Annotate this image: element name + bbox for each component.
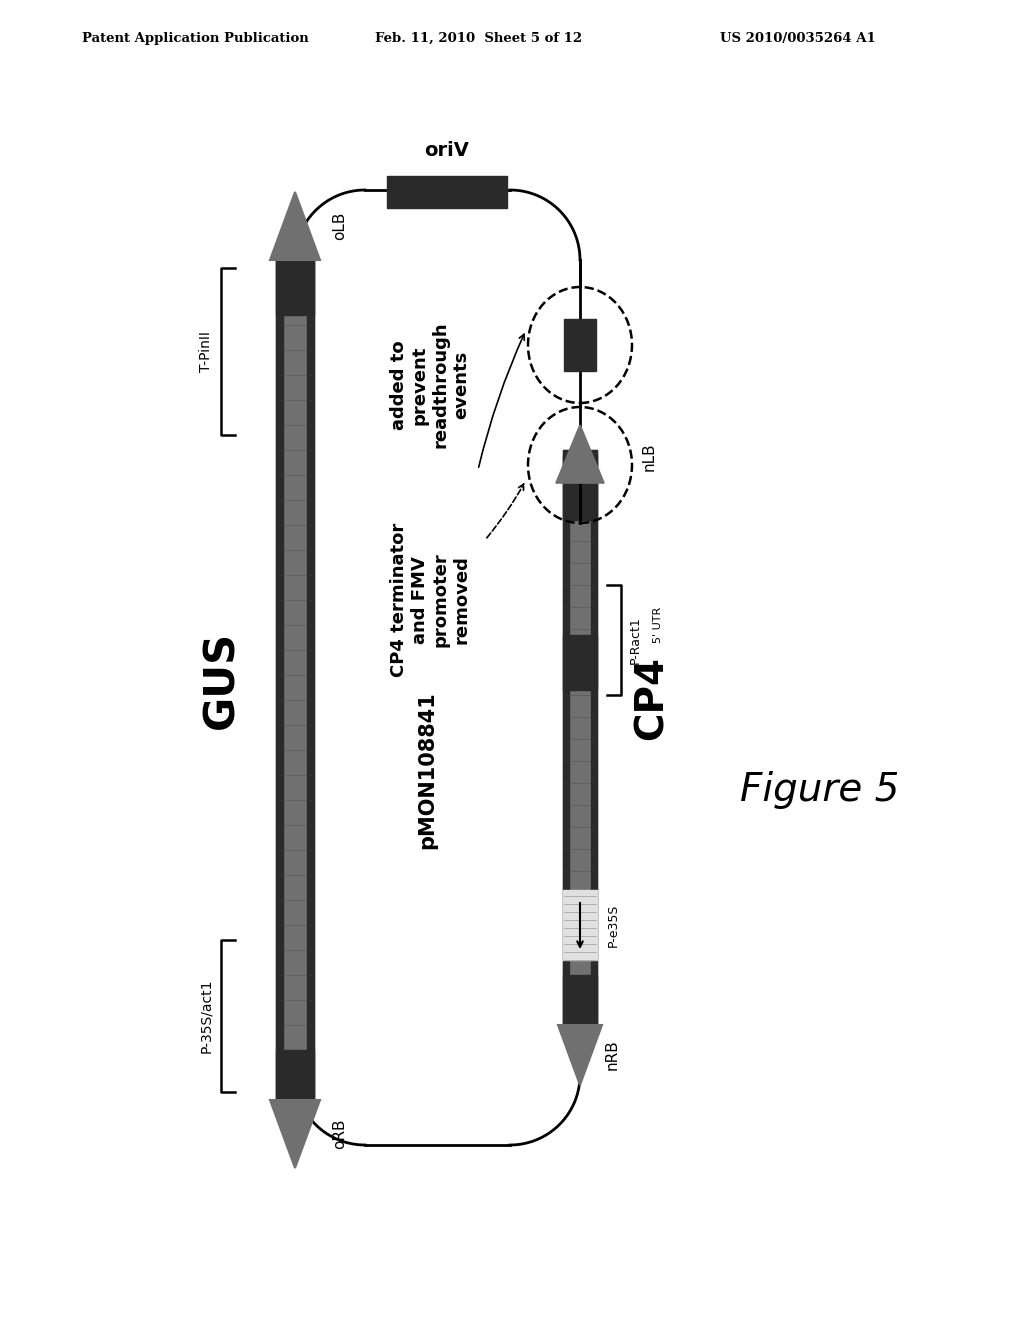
Polygon shape — [270, 1100, 319, 1168]
Polygon shape — [270, 191, 319, 260]
Text: Feb. 11, 2010  Sheet 5 of 12: Feb. 11, 2010 Sheet 5 of 12 — [375, 32, 582, 45]
Bar — [307, 260, 314, 1100]
Text: added to
prevent
readthrough
events: added to prevent readthrough events — [390, 322, 470, 449]
Bar — [563, 635, 597, 690]
Bar — [563, 890, 597, 960]
Text: Figure 5: Figure 5 — [740, 771, 900, 809]
Text: pMON108841: pMON108841 — [417, 692, 437, 849]
Text: oriV: oriV — [425, 141, 469, 160]
Text: GUS: GUS — [200, 631, 242, 729]
Polygon shape — [556, 425, 604, 483]
Text: 5' UTR: 5' UTR — [653, 607, 663, 643]
Text: CP4: CP4 — [633, 656, 671, 741]
Bar — [564, 319, 596, 371]
Text: oRB: oRB — [332, 1119, 347, 1150]
Bar — [563, 450, 569, 1026]
Bar — [591, 450, 597, 1026]
Text: Patent Application Publication: Patent Application Publication — [82, 32, 309, 45]
Text: P-Ract1: P-Ract1 — [629, 616, 642, 664]
Bar — [276, 1049, 314, 1100]
Text: P-35S/act1: P-35S/act1 — [199, 978, 213, 1053]
Text: oLB: oLB — [332, 211, 347, 240]
Bar — [563, 450, 597, 1026]
Text: P-e35S: P-e35S — [607, 903, 620, 946]
Polygon shape — [558, 1026, 602, 1085]
Bar — [276, 260, 314, 1100]
Bar — [387, 176, 507, 209]
Text: nLB: nLB — [642, 442, 657, 471]
Text: T-PinII: T-PinII — [199, 331, 213, 372]
Bar — [563, 455, 597, 520]
Text: US 2010/0035264 A1: US 2010/0035264 A1 — [720, 32, 876, 45]
Bar — [563, 975, 597, 1026]
Bar — [276, 260, 314, 315]
Text: CP4 terminator
and FMV
promoter
removed: CP4 terminator and FMV promoter removed — [390, 523, 470, 677]
Text: nRB: nRB — [605, 1040, 620, 1071]
Bar — [276, 260, 283, 1100]
